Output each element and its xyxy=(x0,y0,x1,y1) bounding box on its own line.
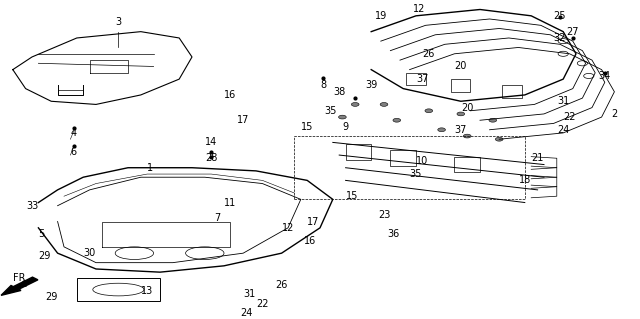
Circle shape xyxy=(339,115,346,119)
Text: 10: 10 xyxy=(416,156,429,167)
Circle shape xyxy=(495,137,503,141)
Text: 8: 8 xyxy=(320,80,326,91)
Text: 16: 16 xyxy=(224,90,237,100)
Circle shape xyxy=(351,102,359,106)
Text: 17: 17 xyxy=(237,115,250,125)
Bar xyxy=(390,150,416,166)
Text: 2: 2 xyxy=(611,109,618,119)
Text: 17: 17 xyxy=(307,217,320,226)
Text: 25: 25 xyxy=(554,11,566,21)
Text: 24: 24 xyxy=(557,125,570,135)
Bar xyxy=(406,73,426,85)
Text: 9: 9 xyxy=(342,122,349,131)
Text: 14: 14 xyxy=(205,137,218,147)
Text: 35: 35 xyxy=(410,169,422,179)
Text: 19: 19 xyxy=(374,11,387,21)
Text: 20: 20 xyxy=(454,62,467,71)
Circle shape xyxy=(457,112,465,116)
Text: 24: 24 xyxy=(240,308,253,318)
Text: 7: 7 xyxy=(214,213,221,223)
Circle shape xyxy=(463,134,471,138)
Text: 35: 35 xyxy=(324,106,337,116)
Text: 15: 15 xyxy=(346,191,358,201)
Text: 6: 6 xyxy=(70,147,77,157)
Text: 26: 26 xyxy=(275,280,288,290)
Text: 38: 38 xyxy=(333,87,346,97)
Text: 21: 21 xyxy=(531,153,544,163)
Text: 16: 16 xyxy=(304,235,317,246)
Circle shape xyxy=(438,128,445,132)
Text: 31: 31 xyxy=(557,96,570,106)
Bar xyxy=(346,144,371,160)
Text: 32: 32 xyxy=(554,33,566,43)
Text: 18: 18 xyxy=(518,175,531,185)
Text: 23: 23 xyxy=(378,210,390,220)
Circle shape xyxy=(425,109,433,113)
Text: 13: 13 xyxy=(141,286,154,296)
Bar xyxy=(454,157,480,173)
Text: 27: 27 xyxy=(566,27,579,37)
Circle shape xyxy=(393,118,401,122)
Text: 37: 37 xyxy=(454,125,467,135)
Text: 29: 29 xyxy=(38,251,51,261)
Text: 33: 33 xyxy=(26,201,38,211)
Text: 34: 34 xyxy=(598,71,611,81)
Text: 1: 1 xyxy=(147,163,154,173)
Text: 4: 4 xyxy=(70,128,77,138)
Text: 12: 12 xyxy=(413,4,426,14)
Text: 5: 5 xyxy=(38,229,45,239)
Text: 26: 26 xyxy=(422,49,435,59)
Text: 28: 28 xyxy=(205,153,218,163)
Text: 11: 11 xyxy=(224,197,237,208)
FancyArrow shape xyxy=(1,277,38,295)
Text: 29: 29 xyxy=(45,293,58,302)
Text: 30: 30 xyxy=(83,248,96,258)
Text: 39: 39 xyxy=(365,80,378,91)
Bar xyxy=(77,278,160,300)
Text: FR.: FR. xyxy=(13,273,28,284)
Text: 37: 37 xyxy=(416,74,429,84)
Text: 36: 36 xyxy=(387,229,400,239)
Text: 12: 12 xyxy=(282,223,294,233)
Text: 15: 15 xyxy=(301,122,314,131)
Text: 22: 22 xyxy=(563,112,576,122)
Bar xyxy=(502,85,522,98)
Text: 22: 22 xyxy=(256,299,269,309)
Text: 3: 3 xyxy=(115,17,122,27)
Circle shape xyxy=(489,118,497,122)
Text: 20: 20 xyxy=(461,103,474,113)
Bar xyxy=(451,79,470,92)
Circle shape xyxy=(380,102,388,106)
Text: 31: 31 xyxy=(243,289,256,299)
